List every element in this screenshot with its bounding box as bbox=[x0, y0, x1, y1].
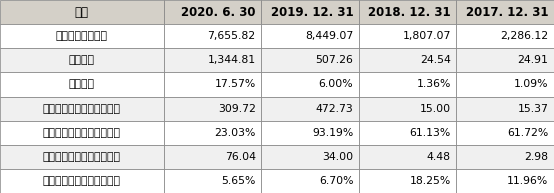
Text: 11.96%: 11.96% bbox=[507, 176, 548, 186]
Text: 1.09%: 1.09% bbox=[514, 80, 548, 89]
Bar bbox=[456, 48, 554, 72]
Text: 472.73: 472.73 bbox=[316, 104, 353, 113]
Bar bbox=[0, 145, 163, 169]
Text: 逾期占比: 逾期占比 bbox=[69, 80, 95, 89]
Text: 逾期应收账款期后回款金额: 逾期应收账款期后回款金额 bbox=[43, 104, 121, 113]
Text: 5.65%: 5.65% bbox=[221, 176, 255, 186]
Bar bbox=[359, 96, 456, 121]
Bar bbox=[261, 169, 359, 193]
Text: 2.98: 2.98 bbox=[525, 152, 548, 162]
Text: 93.19%: 93.19% bbox=[312, 128, 353, 138]
Bar bbox=[359, 24, 456, 48]
Bar bbox=[163, 145, 261, 169]
Text: 4.48: 4.48 bbox=[427, 152, 451, 162]
Bar bbox=[261, 24, 359, 48]
Text: 15.00: 15.00 bbox=[420, 104, 451, 113]
Bar bbox=[0, 24, 163, 48]
Bar bbox=[163, 24, 261, 48]
Bar bbox=[456, 145, 554, 169]
Text: 2018. 12. 31: 2018. 12. 31 bbox=[368, 6, 451, 19]
Text: 6.00%: 6.00% bbox=[319, 80, 353, 89]
Text: 15.37: 15.37 bbox=[517, 104, 548, 113]
Text: 期间: 期间 bbox=[75, 6, 89, 19]
Text: 逾期应收账款坏账计提比例: 逾期应收账款坏账计提比例 bbox=[43, 176, 121, 186]
Bar bbox=[261, 0, 359, 24]
Bar bbox=[0, 96, 163, 121]
Bar bbox=[0, 72, 163, 96]
Text: 2,286.12: 2,286.12 bbox=[500, 31, 548, 41]
Bar bbox=[359, 121, 456, 145]
Bar bbox=[163, 72, 261, 96]
Text: 应收账款期末余额: 应收账款期末余额 bbox=[56, 31, 108, 41]
Text: 24.91: 24.91 bbox=[517, 55, 548, 65]
Bar bbox=[261, 96, 359, 121]
Bar bbox=[261, 48, 359, 72]
Bar bbox=[261, 72, 359, 96]
Bar bbox=[261, 121, 359, 145]
Bar bbox=[359, 145, 456, 169]
Bar bbox=[0, 48, 163, 72]
Bar bbox=[456, 72, 554, 96]
Text: 逾期应收账款坏账计提金额: 逾期应收账款坏账计提金额 bbox=[43, 152, 121, 162]
Bar bbox=[261, 145, 359, 169]
Bar bbox=[163, 0, 261, 24]
Bar bbox=[456, 121, 554, 145]
Text: 8,449.07: 8,449.07 bbox=[305, 31, 353, 41]
Text: 1,344.81: 1,344.81 bbox=[208, 55, 255, 65]
Bar bbox=[163, 48, 261, 72]
Bar bbox=[0, 169, 163, 193]
Text: 76.04: 76.04 bbox=[225, 152, 255, 162]
Text: 507.26: 507.26 bbox=[315, 55, 353, 65]
Bar bbox=[456, 0, 554, 24]
Text: 61.72%: 61.72% bbox=[507, 128, 548, 138]
Bar bbox=[163, 169, 261, 193]
Text: 2017. 12. 31: 2017. 12. 31 bbox=[466, 6, 548, 19]
Bar bbox=[456, 96, 554, 121]
Bar bbox=[359, 72, 456, 96]
Text: 309.72: 309.72 bbox=[218, 104, 255, 113]
Text: 24.54: 24.54 bbox=[420, 55, 451, 65]
Text: 逾期金额: 逾期金额 bbox=[69, 55, 95, 65]
Text: 2020. 6. 30: 2020. 6. 30 bbox=[181, 6, 255, 19]
Bar bbox=[0, 0, 163, 24]
Bar bbox=[163, 121, 261, 145]
Text: 61.13%: 61.13% bbox=[409, 128, 451, 138]
Bar bbox=[359, 0, 456, 24]
Bar bbox=[0, 121, 163, 145]
Text: 7,655.82: 7,655.82 bbox=[208, 31, 255, 41]
Text: 2019. 12. 31: 2019. 12. 31 bbox=[271, 6, 353, 19]
Text: 1,807.07: 1,807.07 bbox=[403, 31, 451, 41]
Bar bbox=[456, 169, 554, 193]
Text: 34.00: 34.00 bbox=[322, 152, 353, 162]
Text: 逾期应收账款期后回款占比: 逾期应收账款期后回款占比 bbox=[43, 128, 121, 138]
Bar bbox=[456, 24, 554, 48]
Text: 23.03%: 23.03% bbox=[214, 128, 255, 138]
Bar bbox=[163, 96, 261, 121]
Bar bbox=[359, 48, 456, 72]
Text: 1.36%: 1.36% bbox=[417, 80, 451, 89]
Text: 6.70%: 6.70% bbox=[319, 176, 353, 186]
Text: 18.25%: 18.25% bbox=[409, 176, 451, 186]
Bar bbox=[359, 169, 456, 193]
Text: 17.57%: 17.57% bbox=[214, 80, 255, 89]
